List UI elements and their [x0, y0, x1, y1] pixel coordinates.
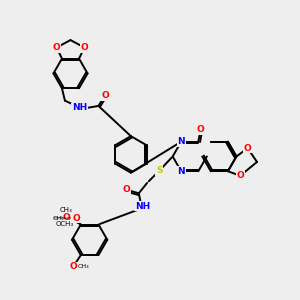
- Text: NH: NH: [72, 103, 87, 112]
- Text: N: N: [177, 137, 185, 146]
- Text: O: O: [80, 43, 88, 52]
- Text: O: O: [123, 185, 130, 194]
- Text: O: O: [244, 144, 251, 153]
- Text: O: O: [72, 214, 80, 223]
- Text: CH₃: CH₃: [52, 215, 64, 220]
- Text: OCH₃: OCH₃: [56, 221, 74, 227]
- Text: O: O: [70, 262, 77, 272]
- Text: O: O: [197, 125, 205, 134]
- Text: S: S: [156, 166, 163, 175]
- Text: O: O: [53, 43, 61, 52]
- Text: N: N: [177, 167, 185, 176]
- Text: O: O: [101, 91, 109, 100]
- Text: O: O: [236, 171, 244, 180]
- Text: methoxy: methoxy: [53, 216, 72, 220]
- Text: CH₃: CH₃: [60, 207, 73, 213]
- Text: CH₃: CH₃: [78, 264, 90, 269]
- Text: NH: NH: [135, 202, 150, 211]
- Text: O: O: [62, 213, 70, 222]
